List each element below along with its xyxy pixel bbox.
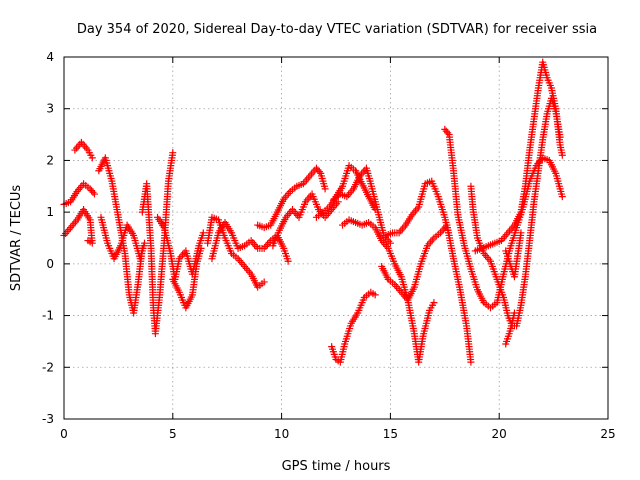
data-point xyxy=(467,358,475,366)
series-track-w xyxy=(502,309,518,348)
data-point xyxy=(89,188,97,196)
x-tick-label: 25 xyxy=(600,427,615,441)
y-tick-label: -1 xyxy=(42,309,54,323)
data-point xyxy=(371,291,379,299)
y-tick-label: 3 xyxy=(46,102,54,116)
y-tick-label: -3 xyxy=(42,412,54,426)
data-point xyxy=(386,239,394,247)
x-tick-label: 15 xyxy=(383,427,398,441)
series-track-l xyxy=(269,190,342,250)
series-track-i xyxy=(204,213,268,291)
data-point xyxy=(510,309,518,317)
data-point xyxy=(558,193,566,201)
series-track-j xyxy=(208,218,292,265)
data-point xyxy=(88,154,96,162)
data-point xyxy=(260,278,268,286)
series-track-p xyxy=(328,288,379,366)
data-point xyxy=(315,168,323,176)
series-track-v xyxy=(502,229,525,281)
y-tick-label: -2 xyxy=(42,360,54,374)
y-tick-label: 2 xyxy=(46,153,54,167)
chart-title: Day 354 of 2020, Sidereal Day-to-day VTE… xyxy=(77,22,597,37)
data-point xyxy=(334,198,342,206)
data-point xyxy=(169,149,177,157)
data-point xyxy=(321,185,329,193)
x-axis-label: GPS time / hours xyxy=(282,459,391,474)
series-track-s xyxy=(441,125,566,312)
y-tick-label: 0 xyxy=(46,257,54,271)
series-track-h xyxy=(169,244,205,312)
data-point xyxy=(84,237,92,245)
series-track-b xyxy=(71,138,96,162)
series-track-q xyxy=(378,221,475,366)
data-point xyxy=(90,190,98,198)
data-point xyxy=(558,151,566,159)
data-points xyxy=(60,58,566,366)
y-tick-label: 4 xyxy=(46,50,54,64)
series-track-r xyxy=(382,177,453,239)
series-track-f xyxy=(138,149,177,338)
data-point xyxy=(445,231,453,239)
x-tick-label: 0 xyxy=(60,427,68,441)
series-track-u xyxy=(471,58,566,255)
series-track-k xyxy=(254,164,329,232)
x-tick-label: 10 xyxy=(274,427,289,441)
data-point xyxy=(444,129,452,137)
data-point xyxy=(199,229,207,237)
grid xyxy=(64,57,608,419)
series-track-n xyxy=(330,164,394,247)
data-point xyxy=(517,229,525,237)
series-track-e xyxy=(97,213,149,263)
plot-frame xyxy=(63,56,609,420)
data-point xyxy=(141,239,149,247)
y-axis-label: SDTVAR / TECUs xyxy=(9,185,24,292)
y-tick-label: 1 xyxy=(46,205,54,219)
data-point xyxy=(197,244,205,252)
data-point xyxy=(430,299,438,307)
series-track-c xyxy=(60,206,96,247)
x-tick-label: 5 xyxy=(169,427,177,441)
x-tick-label: 20 xyxy=(492,427,507,441)
axis-ticks: 0 5 10 15 20 25 -3 -2 -1 0 1 2 3 4 xyxy=(42,50,616,441)
data-point xyxy=(284,257,292,265)
series-track-a xyxy=(60,180,98,208)
